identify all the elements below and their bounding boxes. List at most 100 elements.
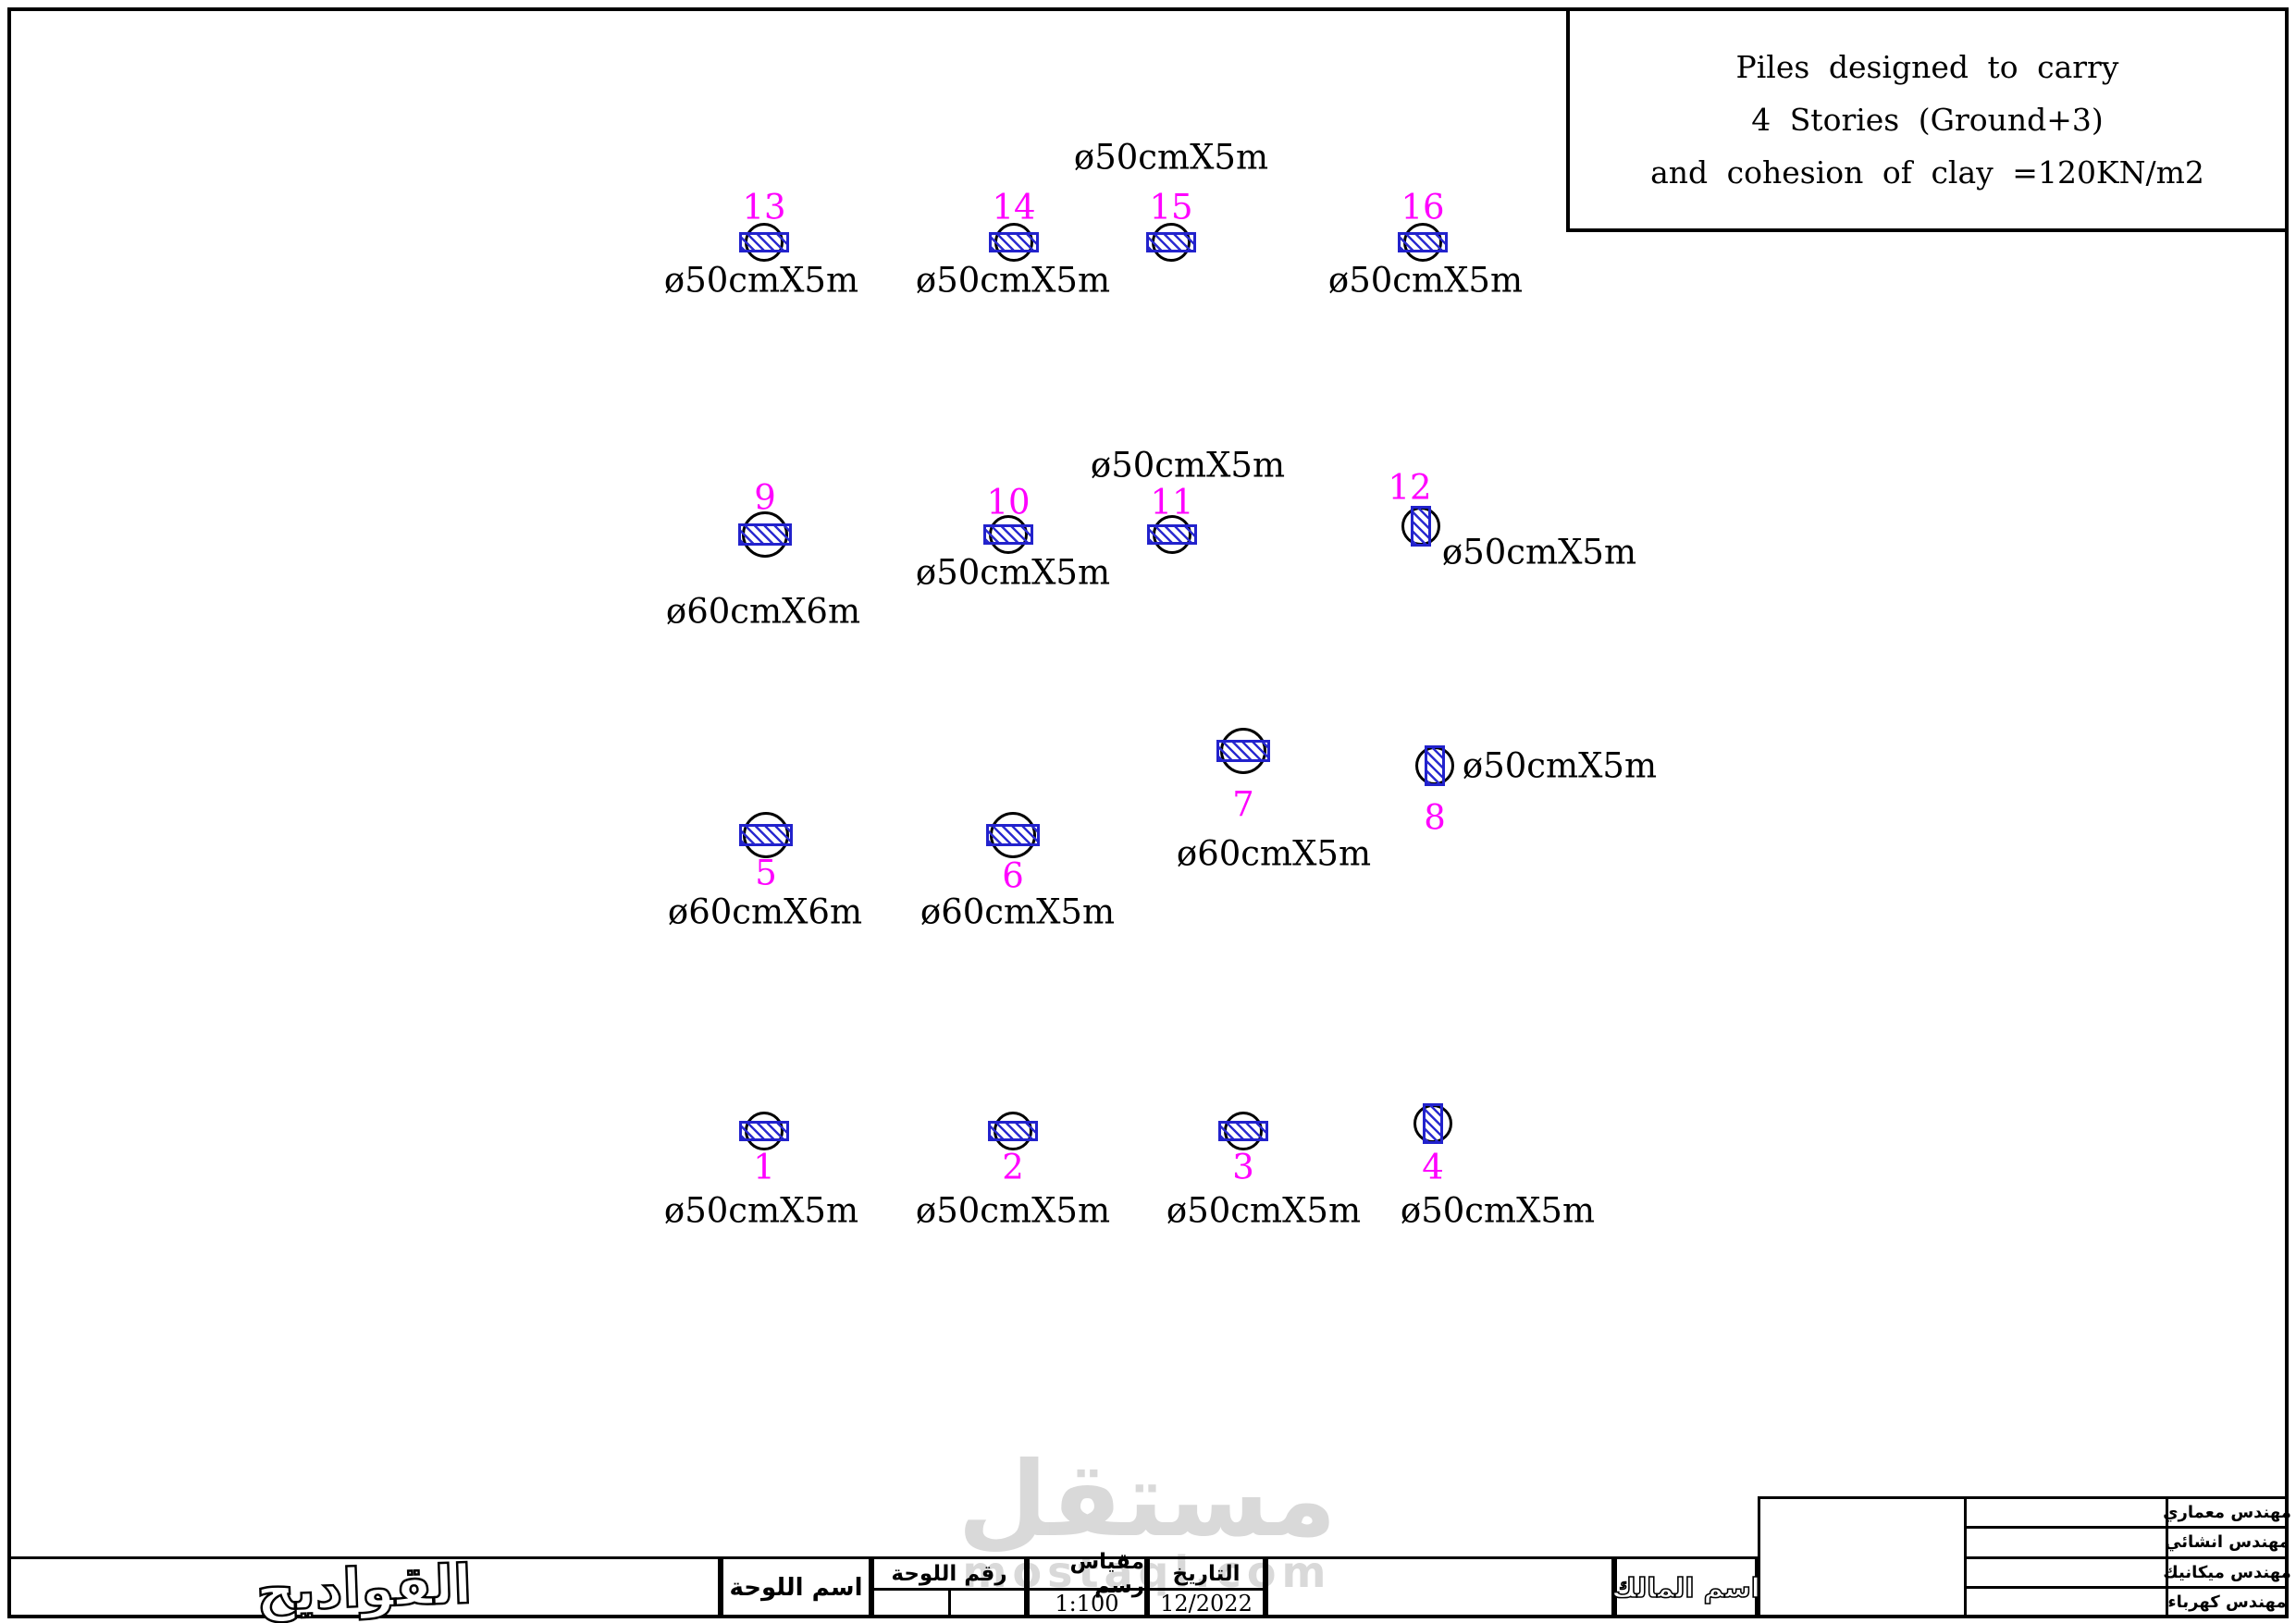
pile-number-15: 15 xyxy=(1149,187,1193,227)
pile-dimension-label: ø50cmX5m xyxy=(1073,137,1269,178)
pile-dimension-label: ø60cmX5m xyxy=(920,891,1116,932)
pile-dimension-label: ø50cmX5m xyxy=(1462,745,1658,786)
note-line-3: and cohesion of clay =120KN/m2 xyxy=(1650,154,2204,191)
pile-number-10: 10 xyxy=(986,482,1031,523)
pile-number-9: 9 xyxy=(754,477,776,518)
pile-hatch-rect xyxy=(1216,740,1270,762)
titleblock-owner-cell: اسم المالك xyxy=(1611,1556,1761,1618)
pile-hatch-rect xyxy=(1425,745,1445,786)
pile-symbol-14 xyxy=(989,223,1039,262)
pile-dimension-label: ø50cmX5m xyxy=(915,1190,1111,1231)
drawing-title: القواديح xyxy=(254,1551,475,1623)
pile-hatch-rect xyxy=(739,824,793,846)
pile-number-14: 14 xyxy=(992,187,1036,227)
pile-hatch-rect xyxy=(1398,232,1448,252)
pile-hatch-rect xyxy=(738,523,792,546)
pile-dimension-label: ø50cmX5m xyxy=(1327,260,1524,301)
stamp-cell xyxy=(1760,1499,1967,1616)
date-value: 12/2022 xyxy=(1160,1590,1253,1617)
pile-dimension-label: ø50cmX5m xyxy=(915,552,1111,593)
pile-hatch-rect xyxy=(1423,1103,1443,1144)
pile-dimension-label: ø50cmX5m xyxy=(663,260,859,301)
pile-symbol-6 xyxy=(986,812,1040,858)
engineer-rows: مهندس معماري مهندس انشائي مهندس ميكانيك … xyxy=(1967,1499,2291,1616)
pile-symbol-16 xyxy=(1398,223,1448,262)
note-line-1: Piles designed to carry xyxy=(1735,49,2119,85)
pile-number-1: 1 xyxy=(753,1147,775,1187)
pile-hatch-rect xyxy=(1147,524,1197,545)
scale-value: 1:100 xyxy=(1055,1590,1119,1617)
engineer-row-architect: مهندس معماري xyxy=(1967,1499,2291,1530)
pile-symbol-2 xyxy=(988,1112,1038,1150)
titleblock-sheet-name-cell: اسم اللوحة xyxy=(721,1556,871,1618)
pile-symbol-1 xyxy=(739,1112,789,1150)
pile-number-12: 12 xyxy=(1388,467,1432,508)
pile-hatch-rect xyxy=(739,232,789,252)
pile-number-13: 13 xyxy=(742,187,786,227)
pile-hatch-rect xyxy=(983,524,1033,545)
pile-number-16: 16 xyxy=(1401,187,1445,227)
pile-hatch-rect xyxy=(989,232,1039,252)
pile-hatch-rect xyxy=(1411,506,1431,547)
pile-dimension-label: ø50cmX5m xyxy=(1400,1190,1596,1231)
pile-number-2: 2 xyxy=(1002,1147,1024,1187)
engineer-label-structural: مهندس انشائي xyxy=(2165,1532,2290,1553)
pile-number-4: 4 xyxy=(1422,1147,1444,1187)
pile-dimension-label: ø60cmX6m xyxy=(667,891,863,932)
titleblock-drawing-title-cell: القواديح xyxy=(7,1551,721,1623)
pile-hatch-rect xyxy=(739,1121,789,1141)
engineer-row-electrical: مهندس كهرباء xyxy=(1967,1588,2287,1616)
pile-dimension-label: ø50cmX5m xyxy=(663,1190,859,1231)
pile-symbol-8 xyxy=(1415,745,1454,786)
pile-number-7: 7 xyxy=(1232,784,1254,825)
pile-dimension-label: ø50cmX5m xyxy=(1441,532,1637,572)
pile-dimension-label: ø50cmX5m xyxy=(915,260,1111,301)
sheet-number-value-left xyxy=(874,1591,948,1616)
engineer-label-electrical: مهندس كهرباء xyxy=(2167,1592,2287,1612)
sheet-number-value-cells xyxy=(874,1591,1024,1616)
owner-name-label: اسم المالك xyxy=(1611,1571,1761,1605)
pile-number-6: 6 xyxy=(1002,855,1024,896)
pile-symbol-15 xyxy=(1146,223,1196,262)
sheet-number-value-right xyxy=(947,1591,1025,1616)
pile-hatch-rect xyxy=(988,1121,1038,1141)
pile-hatch-rect xyxy=(986,824,1040,846)
engineer-row-structural: مهندس انشائي xyxy=(1967,1529,2290,1559)
signature-cell-architect xyxy=(1967,1499,2168,1527)
pile-hatch-rect xyxy=(1146,232,1196,252)
pile-symbol-9 xyxy=(738,511,792,558)
engineer-label-mechanical: مهندس ميكانيك xyxy=(2163,1562,2291,1582)
sheet-number-label: رقم اللوحة xyxy=(874,1559,1024,1591)
engineers-table: مهندس معماري مهندس انشائي مهندس ميكانيك … xyxy=(1758,1496,2291,1618)
pile-dimension-label: ø50cmX5m xyxy=(1090,445,1286,486)
date-label: التاريخ xyxy=(1150,1559,1263,1591)
pile-number-5: 5 xyxy=(755,853,777,893)
pile-dimension-label: ø60cmX5m xyxy=(1176,833,1372,874)
signature-cell-mechanical xyxy=(1967,1558,2168,1586)
pile-hatch-rect xyxy=(1218,1121,1268,1141)
scale-label: مقياس رسم xyxy=(1030,1550,1144,1598)
signature-cell-electrical xyxy=(1967,1588,2168,1616)
pile-symbol-3 xyxy=(1218,1112,1268,1150)
watermark-logo-text: مستقل xyxy=(957,1440,1337,1560)
titleblock-blank-cell xyxy=(1265,1556,1614,1618)
engineer-label-architect: مهندس معماري xyxy=(2163,1503,2291,1523)
design-note-box: Piles designed to carry 4 Stories (Groun… xyxy=(1566,7,2289,232)
note-line-2: 4 Stories (Ground+3) xyxy=(1751,102,2104,138)
pile-number-8: 8 xyxy=(1424,797,1446,838)
pile-symbol-10 xyxy=(983,515,1033,554)
pile-symbol-5 xyxy=(739,812,793,858)
pile-symbol-4 xyxy=(1413,1103,1452,1144)
pile-dimension-label: ø50cmX5m xyxy=(1166,1190,1362,1231)
engineer-row-mechanical: مهندس ميكانيك xyxy=(1967,1558,2291,1589)
pile-symbol-12 xyxy=(1401,506,1440,547)
titleblock-date-cell: التاريخ 12/2022 xyxy=(1147,1556,1265,1618)
pile-number-3: 3 xyxy=(1232,1147,1254,1187)
pile-dimension-label: ø60cmX6m xyxy=(665,591,861,632)
sheet-name-label: اسم اللوحة xyxy=(729,1573,863,1602)
pile-symbol-7 xyxy=(1216,728,1270,774)
titleblock-sheet-number-cell: رقم اللوحة xyxy=(871,1556,1027,1618)
signature-cell-structural xyxy=(1967,1529,2168,1556)
